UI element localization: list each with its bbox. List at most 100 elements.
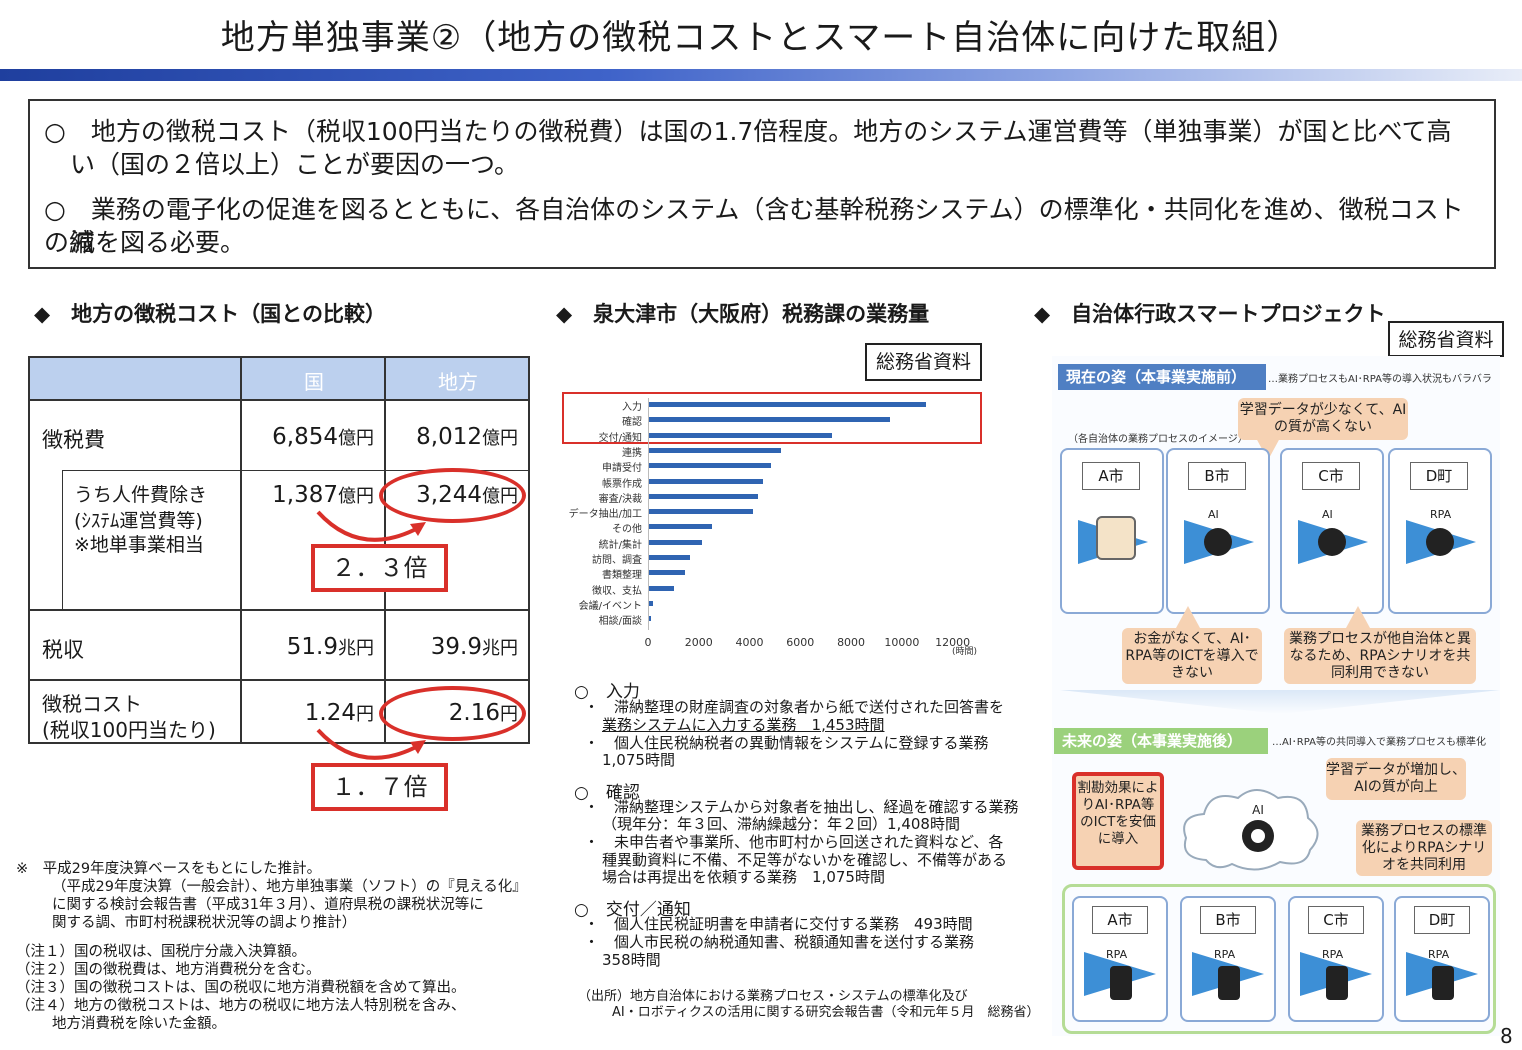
note-line: （注４）地方の徴税コストは、地方の税収に地方法人特別税を含み、 <box>16 998 466 1014</box>
future-shared-frame <box>1062 884 1496 1034</box>
current-city-label: C市 <box>1302 462 1360 490</box>
detail-line: ・ 未申告者や事業所、他市町村から回送された資料など、各 <box>584 833 1004 851</box>
current-state-note: …業務プロセスもAI･RPA等の導入状況もバラバラ <box>1268 374 1492 385</box>
detail-line: 場合は再提出を依頼する業務 1,075時間 <box>602 868 885 886</box>
y-tick-label: 連携 <box>622 447 642 459</box>
detail-line: 1,075時間 <box>602 751 675 769</box>
r3-national: 51.9兆円 <box>286 634 374 660</box>
y-tick-label: 確認 <box>622 417 642 429</box>
bar-会議/イベント <box>649 600 653 606</box>
robot-icon <box>1218 966 1240 1000</box>
tech-label: RPA <box>1430 508 1452 521</box>
note-line: （注３）国の徴税コストは、国の税収に地方消費税額を含めて算出。 <box>16 980 466 996</box>
bar-相談/面談 <box>649 616 652 622</box>
rpa-label: RPA <box>1106 948 1128 961</box>
header-local: 地方 <box>438 370 478 394</box>
r2-national: 1,387億円 <box>272 482 374 508</box>
detail-heading-check: ○ 確認 <box>574 783 640 803</box>
bar-連携 <box>649 447 781 453</box>
ai-brain-icon <box>1204 528 1232 556</box>
r1-national: 6,854億円 <box>272 424 374 450</box>
note-line: （注２）国の徴税費は、地方消費税分を含む。 <box>16 962 321 978</box>
note-line: ※ 平成29年度決算ベースをもとにした推計。 <box>16 861 322 877</box>
current-state-subtitle: （各自治体の業務プロセスのイメージ） <box>1068 434 1248 445</box>
x-tick-label: 8000 <box>837 636 866 649</box>
chart-y-axis <box>648 398 649 630</box>
detail-line: 業務システムに入力する業務 1,453時間 <box>602 716 885 734</box>
bar-審査/決裁 <box>649 493 759 499</box>
summary-bullet-2: ○ 業務の電子化の促進を図るとともに、各自治体のシステム（含む基幹税務システム）… <box>44 195 1464 257</box>
note-line: （注１）国の税収は、国税庁分歳入決算額。 <box>16 944 306 960</box>
ratio-box-1-7x: １．７倍 <box>311 763 448 811</box>
note-line: 関する調、市町村税課税状況等の調より推計） <box>52 915 357 931</box>
bubble-standardization: 業務プロセスの標準化によりRPAシナリオを共同利用 <box>1356 820 1492 876</box>
detail-heading-issue: ○ 交付／通知 <box>574 900 691 920</box>
row-label-collection-ratio: 徴税コスト <box>42 692 142 716</box>
y-tick-label: 帳票作成 <box>602 478 642 490</box>
y-tick-label: 訪問、調査 <box>592 555 642 566</box>
bar-確認 <box>649 417 891 423</box>
detail-line: 358時間 <box>602 951 661 969</box>
x-tick-label: 10000 <box>884 636 920 649</box>
right-source-stamp: 総務省資料 <box>1388 321 1504 357</box>
left-heading: ◆ 地方の徴税コスト（国との比較） <box>34 302 386 326</box>
rpa-label: RPA <box>1214 948 1236 961</box>
y-tick-label: 会議/イベント <box>578 600 642 612</box>
chart-highlight-box <box>562 392 982 444</box>
detail-line: ・ 個人市民税の納税通知書、税額通知書を送付する業務 <box>584 933 975 951</box>
bubble-more-data: 学習データが増加し、AIの質が向上 <box>1326 758 1466 800</box>
x-tick-label: 12000 <box>935 636 971 649</box>
bar-帳票作成 <box>649 478 764 484</box>
middle-source-stamp: 総務省資料 <box>865 343 982 381</box>
r1-local: 8,012億円 <box>416 424 518 450</box>
table-header-bg <box>30 358 528 399</box>
bar-入力 <box>649 402 926 407</box>
y-tick-label: データ抽出/加工 <box>568 509 642 521</box>
current-city-label: D町 <box>1410 462 1468 490</box>
y-tick-label: 交付/通知 <box>598 432 642 444</box>
detail-line: ・ 個人住民税納税者の異動情報をシステムに登録する業務 <box>584 734 989 752</box>
tech-label: AI <box>1322 508 1333 521</box>
y-tick-label: 入力 <box>622 402 642 413</box>
page-title: 地方単独事業②（地方の徴税コストとスマート自治体に向けた取組） <box>220 18 1302 58</box>
rpa-label: RPA <box>1322 948 1344 961</box>
row-label-excl-personnel: うち人件費除き <box>74 484 208 506</box>
x-unit-label: (時間) <box>952 647 978 657</box>
note-line: 地方消費税を除いた金額。 <box>52 1016 226 1032</box>
detail-heading-input: ○ 入力 <box>574 682 640 702</box>
y-tick-label: 書類整理 <box>602 570 642 582</box>
bar-統計/集計 <box>649 539 703 545</box>
workload-bar-chart: 入力 確認 交付/通知 連携 申請受付 帳票作成 審査/決裁 データ抽出/加工 その他 統計/集計… <box>548 390 998 660</box>
future-city-label: C市 <box>1308 906 1364 934</box>
r4-national: 1.24円 <box>304 700 374 726</box>
highlight-ellipse-local-cost <box>379 686 526 741</box>
row-label-local-single: ※地単事業相当 <box>74 534 204 556</box>
bar-訪問、調査 <box>649 555 690 560</box>
detail-line: 種異動資料に不備、不足等がないかを確認し、不備等がある <box>602 851 1008 869</box>
summary-bullet-1-cont: い（国の２倍以上）ことが要因の一つ。 <box>70 150 520 179</box>
robot-icon <box>1326 966 1348 1000</box>
page-number: 8 <box>1500 1024 1513 1048</box>
ratio-arrow-1 <box>316 510 426 542</box>
robot-icon <box>1110 966 1132 1000</box>
row-label-collection-cost: 徴税費 <box>42 428 105 452</box>
y-tick-label: 申請受付 <box>602 463 642 475</box>
future-city-label: A市 <box>1092 906 1148 934</box>
summary-box: ○ 地方の徴税コスト（税収100円当たりの徴税費）は国の1.7倍程度。地方のシス… <box>28 99 1496 269</box>
current-city-label: A市 <box>1082 462 1140 490</box>
y-tick-label: 統計/集計 <box>598 539 642 551</box>
bar-交付/通知 <box>649 432 832 438</box>
bubble-learning-data: 学習データが少なくて、AIの質が高くない <box>1238 398 1408 440</box>
bar-書類整理 <box>649 570 685 576</box>
title-underline <box>0 69 1522 81</box>
source-line: AI・ロボティクスの活用に関する研究会報告書（令和元年５月 総務省） <box>612 1005 1040 1020</box>
cost-comparison-table: 国 地方 徴税費 6,854億円 8,012億円 うち人件費除き (ｼｽﾃﾑ運営… <box>28 356 530 744</box>
r3-local: 39.9兆円 <box>430 634 518 660</box>
shared-ai-cloud: AI <box>1183 789 1319 871</box>
x-tick-label: 2000 <box>684 636 713 649</box>
y-tick-label: 徴収、支払 <box>592 585 642 597</box>
x-tick-label: 4000 <box>735 636 764 649</box>
right-heading: ◆ 自治体行政スマートプロジェクト <box>1034 302 1386 326</box>
y-tick-label: 審査/決裁 <box>598 493 642 505</box>
rpa-label: RPA <box>1428 948 1450 961</box>
